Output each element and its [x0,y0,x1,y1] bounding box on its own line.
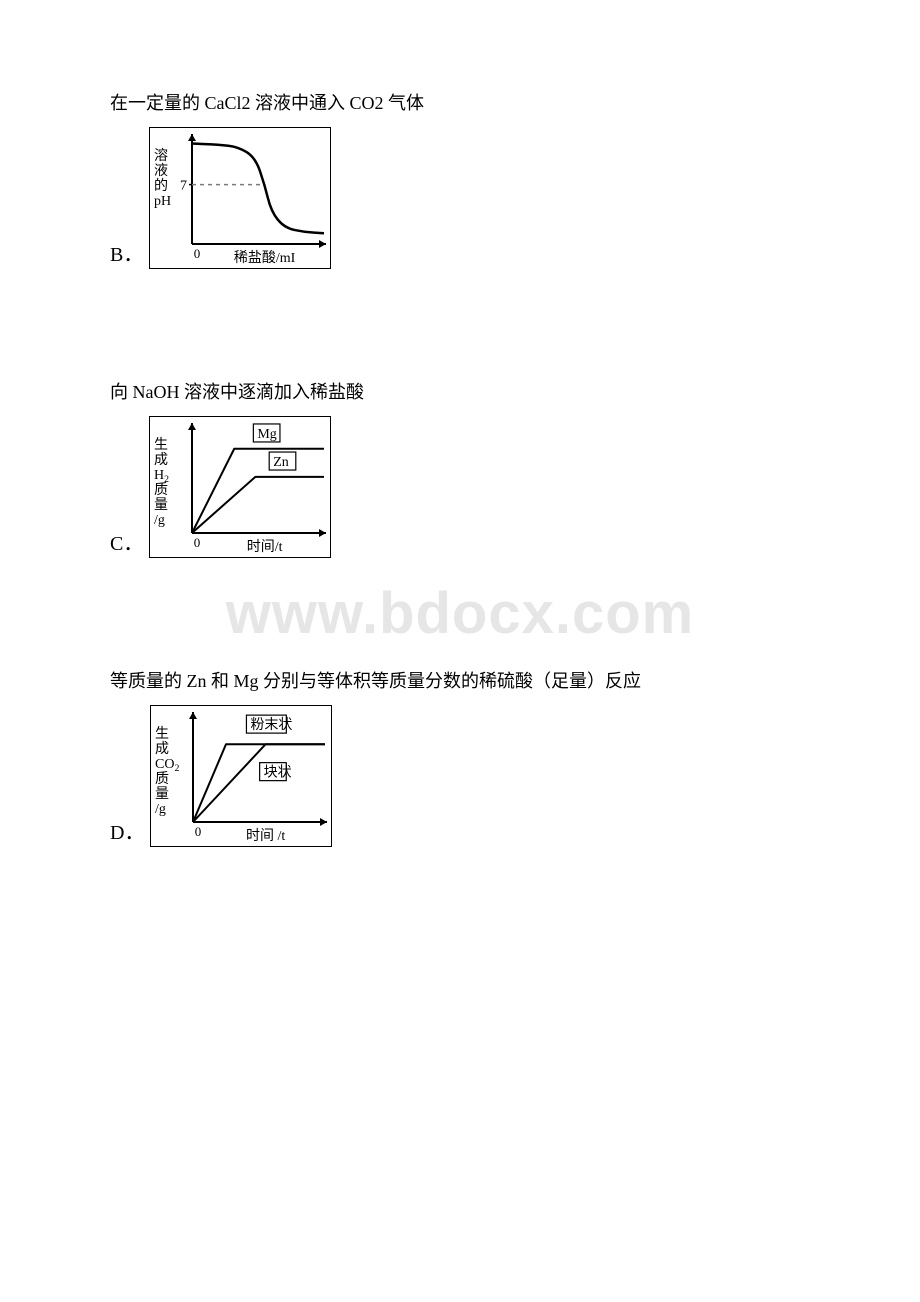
option-row-d: D． 0生成CO2质量/g时间 /t粉末状块状 [110,705,820,847]
svg-text:7: 7 [180,179,187,194]
svg-text:时间 /t: 时间 /t [246,828,285,844]
svg-text:量: 量 [155,786,169,802]
section-a: 在一定量的 CaCl2 溶液中通入 CO2 气体 B． 0 溶液的pH 稀盐酸/mI… [110,90,820,269]
svg-text:液: 液 [154,163,168,179]
svg-text:生: 生 [155,726,169,742]
svg-text:稀盐酸/mI: 稀盐酸/mI [234,250,296,266]
chart-d: 0生成CO2质量/g时间 /t粉末状块状 [150,705,332,847]
svg-text:0: 0 [194,246,201,261]
svg-text:Zn: Zn [274,455,290,470]
svg-text:量: 量 [154,497,168,513]
option-label-b: B． [110,238,143,267]
svg-text:Mg: Mg [258,427,277,442]
caption-a: 在一定量的 CaCl2 溶液中通入 CO2 气体 [110,90,820,117]
section-b: 向 NaOH 溶液中逐滴加入稀盐酸 C． 0生成H2质量/g时间/tMgZn [110,379,820,558]
svg-text:成: 成 [154,452,168,468]
svg-text:/g: /g [154,513,165,528]
svg-text:粉末状: 粉末状 [251,717,293,733]
svg-text:成: 成 [155,741,169,757]
svg-text:时间/t: 时间/t [247,539,283,555]
svg-text:质: 质 [155,771,169,787]
option-label-c: C． [110,527,143,556]
chart-c: 0生成H2质量/g时间/tMgZn [149,416,331,558]
svg-text:0: 0 [194,535,201,550]
svg-text:块状: 块状 [264,765,292,781]
option-row-b: B． 0 溶液的pH 稀盐酸/mI 7 [110,127,820,269]
svg-text:/g: /g [155,802,166,817]
caption-b: 向 NaOH 溶液中逐滴加入稀盐酸 [110,379,820,406]
svg-text:溶: 溶 [154,148,168,164]
watermark: www.bdocx.com [226,580,694,647]
option-label-d: D． [110,816,144,845]
svg-text:质: 质 [154,482,168,498]
svg-text:pH: pH [154,194,171,209]
chart-b: 0 溶液的pH 稀盐酸/mI 7 [149,127,331,269]
option-row-c: C． 0生成H2质量/g时间/tMgZn [110,416,820,558]
caption-c: 等质量的 Zn 和 Mg 分别与等体积等质量分数的稀硫酸（足量）反应 [110,668,820,695]
svg-text:的: 的 [154,178,168,194]
section-c: 等质量的 Zn 和 Mg 分别与等体积等质量分数的稀硫酸（足量）反应 D． 0 生… [110,668,820,847]
svg-text:0: 0 [195,824,202,839]
svg-text:生: 生 [154,437,168,453]
